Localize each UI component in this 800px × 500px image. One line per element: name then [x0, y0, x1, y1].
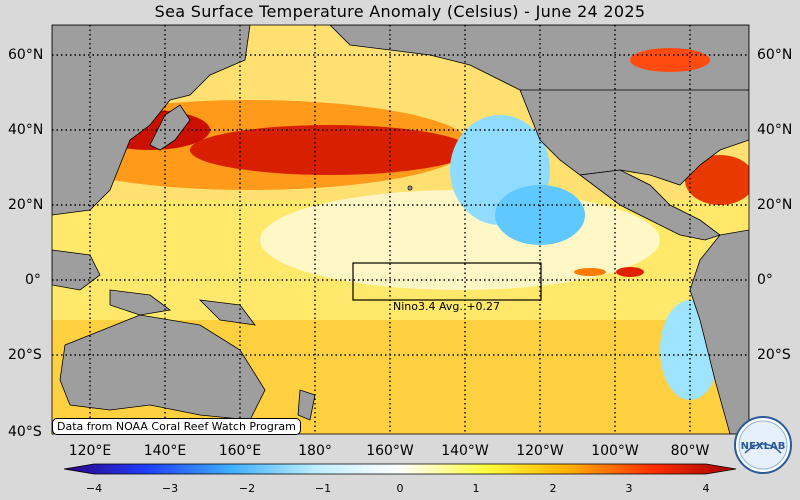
- caribbean-warm: [685, 155, 749, 205]
- lat-label-40n-right: 40°N: [757, 122, 793, 138]
- lat-label-0-right: 0°: [757, 272, 773, 288]
- lon-label-120w: 120°W: [516, 443, 564, 459]
- lat-label-20s-right: 20°S: [757, 347, 791, 363]
- lon-label-100w: 100°W: [591, 443, 639, 459]
- colorbar: [63, 463, 737, 475]
- colorbar-tick-m1: −1: [314, 482, 332, 495]
- hudson-warm: [630, 48, 710, 72]
- data-credit: Data from NOAA Coral Reef Watch Program: [52, 418, 301, 435]
- lat-label-20s-left: 20°S: [8, 347, 42, 363]
- lat-label-60n-right: 60°N: [757, 47, 793, 63]
- eq-hot-spot-2: [574, 268, 606, 276]
- lon-label-160w: 160°W: [366, 443, 414, 459]
- nexlab-logo[interactable]: NEXLAB: [733, 415, 793, 475]
- lat-label-60n-left: 60°N: [8, 47, 44, 63]
- colorbar-tick-m2: −2: [238, 482, 256, 495]
- lon-label-180: 180°: [298, 443, 332, 459]
- logo-text: NEXLAB: [741, 441, 786, 452]
- map-frame: [51, 24, 750, 435]
- lat-label-20n-right: 20°N: [757, 197, 793, 213]
- eq-hot-spot-1: [616, 267, 644, 277]
- nino34-average-label: Nino3.4 Avg. +0.27: [393, 300, 501, 313]
- lon-label-140e: 140°E: [143, 443, 187, 459]
- colorbar-tick-4: 4: [702, 482, 710, 495]
- lon-label-80w: 80°W: [670, 443, 710, 459]
- colorbar-tick-1: 1: [472, 482, 480, 495]
- nino34-box: [352, 262, 542, 301]
- lat-label-0-left: 0°: [25, 272, 41, 288]
- colorbar-tick-3: 3: [625, 482, 633, 495]
- lon-label-120e: 120°E: [68, 443, 112, 459]
- colorbar-tick-0: 0: [396, 482, 404, 495]
- land-masses: [52, 25, 749, 434]
- colorbar-tick-m3: −3: [161, 482, 179, 495]
- colorbar-tick-m4: −4: [85, 482, 103, 495]
- lat-label-20n-left: 20°N: [8, 197, 44, 213]
- graticule: [52, 25, 749, 434]
- lon-label-160e: 160°E: [218, 443, 262, 459]
- map-title: Sea Surface Temperature Anomaly (Celsius…: [154, 2, 646, 21]
- lat-label-40s-left: 40°S: [8, 424, 42, 440]
- lon-label-140w: 140°W: [441, 443, 489, 459]
- colorbar-tick-2: 2: [549, 482, 557, 495]
- lat-label-40n-left: 40°N: [8, 122, 44, 138]
- north-pacific-max: [190, 125, 470, 175]
